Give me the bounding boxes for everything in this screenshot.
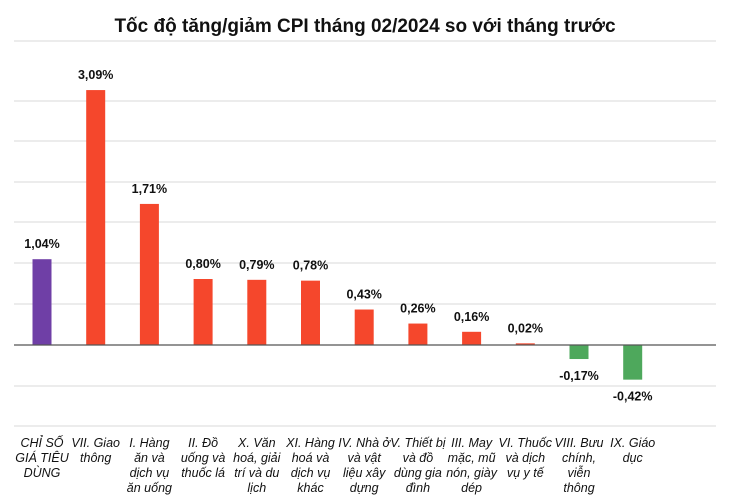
data-label: 0,16% [454,310,489,324]
data-label: -0,42% [613,390,653,404]
data-label: 1,04% [24,237,59,251]
bar [623,345,643,380]
bar [462,331,482,345]
category-label: I. Hàng ăn và dịch vụ ăn uống [126,436,172,495]
bar [301,280,320,345]
chart-title: Tốc độ tăng/giảm CPI tháng 02/2024 so vớ… [114,16,616,37]
bar [86,90,106,345]
category-label: VIII. Bưu chính, viễn thông [554,436,604,495]
data-label: 1,71% [132,182,167,196]
category-label: VI. Thuốc và dịch vụ y tế [498,436,553,480]
data-label: 0,78% [293,259,328,273]
data-label: 0,79% [239,258,274,272]
category-label: II. Đồ uống và thuốc lá [180,436,226,480]
data-label: 0,43% [346,288,381,302]
bar [354,309,374,345]
bar [139,203,159,345]
bar [193,279,213,345]
category-label: VII. Giao thông [71,436,120,465]
category-label: III. May mặc, mũ nón, giày dép [446,436,497,495]
category-label: V. Thiết bị và đồ dùng gia đình [390,436,446,495]
category-label: X. Văn hoá, giải trí và du lịch [233,436,281,495]
data-label: 0,02% [508,321,543,335]
category-label: CHỈ SỐ GIÁ TIÊU DÙNG [15,436,69,480]
data-label: 3,09% [78,68,113,82]
category-label: XI. Hàng hoá và dịch vụ khác [286,436,335,495]
category-label: IV. Nhà ở và vật liệu xây dựng [338,436,391,495]
category-label: IX. Giáo dục [610,436,656,465]
bar [569,345,589,360]
bar [247,279,267,345]
data-label: -0,17% [559,369,599,383]
data-label: 0,80% [185,257,220,271]
data-label: 0,26% [400,302,435,316]
bar [32,259,52,345]
bar [515,343,535,345]
bar [408,323,428,345]
